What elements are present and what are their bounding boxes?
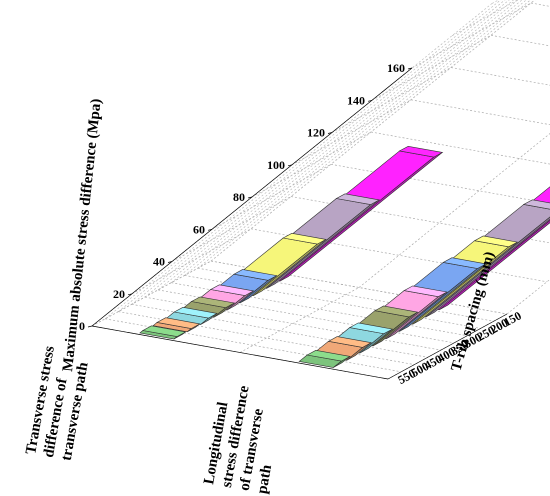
bar-face-top [209, 284, 255, 296]
bar-face-top [142, 325, 187, 337]
grid-line-leftwall-vertical [104, 0, 502, 320]
bar-face-top [522, 199, 550, 210]
z-tick-label: 40 [153, 255, 165, 269]
bar-face-top [306, 349, 351, 362]
grid-line-leftwall-vertical [197, 0, 532, 269]
grid-line-leftwall-vertical [144, 0, 514, 298]
grid-line-leftwall [411, 2, 532, 69]
grid-layer [87, 0, 550, 380]
bar-face-top [374, 305, 419, 318]
grid-line-leftwall-vertical [118, 0, 506, 312]
y-axis-line [387, 313, 508, 380]
bar-face-top [403, 285, 448, 298]
grid-line-leftwall-vertical [184, 0, 527, 276]
z-tick-label: 80 [233, 190, 245, 204]
grid-line-backwall [530, 2, 550, 7]
grid-line-backwall-vertical [210, 0, 536, 262]
z-tick-mark [367, 99, 373, 102]
grid-line-leftwall [371, 34, 492, 101]
grid-line-leftwall-vertical [131, 0, 510, 305]
z-tick-label: 120 [307, 126, 325, 140]
grid-line-leftwall [251, 131, 372, 198]
z-tick-mark [247, 196, 253, 199]
bar-layer [139, 145, 550, 368]
z-tick-mark [287, 164, 293, 167]
bar-face-top [156, 317, 201, 329]
bar-face-top [348, 322, 394, 335]
grid-line-leftwall-vertical [210, 0, 536, 262]
z-tick-label: 100 [267, 158, 285, 172]
x-axis-line [91, 325, 389, 380]
grid-line-leftwall [211, 163, 332, 230]
grid-line-leftwall [291, 99, 412, 166]
grid-line-floor-depth [239, 287, 360, 353]
bar-face-top [442, 257, 488, 269]
z-tick-mark [127, 293, 133, 296]
grid-line-floor-depth [91, 260, 212, 327]
bar-face-top [327, 336, 373, 348]
bar-0-500 [152, 317, 201, 333]
bar-face-top [398, 145, 444, 158]
bar-face-top [173, 306, 218, 319]
z-tick-label: 20 [113, 287, 125, 301]
grid-line-leftwall [451, 0, 519, 37]
bar-0-550 [139, 325, 187, 340]
bar-face-top [282, 232, 327, 245]
bar-face-side [425, 216, 550, 318]
grid-line-backwall [410, 99, 550, 126]
z-tick-label: 60 [193, 222, 205, 236]
z-tick-mark [327, 132, 333, 134]
z-tick-mark [207, 228, 213, 231]
bar-face-top [473, 235, 519, 248]
grid-line-leftwall-vertical [157, 0, 519, 291]
grid-line-backwall [490, 34, 550, 47]
z-tick-label: 140 [347, 93, 365, 107]
grid-line-backwall-vertical [506, 278, 550, 315]
bar-face-side [279, 152, 443, 282]
z-tick-label: 0 [79, 319, 85, 333]
grid-line-leftwall [331, 67, 452, 133]
grid-line-backwall-vertical [358, 133, 550, 288]
bar-face-side [439, 220, 550, 311]
z-tick-mark [167, 261, 173, 263]
z-tick-mark [87, 325, 93, 328]
grid-line-leftwall-vertical [171, 0, 523, 283]
z-tick-mark [407, 67, 413, 70]
x-category-label-transverse: Transverse stress difference of transver… [23, 345, 92, 462]
z-tick-label: 160 [387, 61, 405, 75]
grid-line-leftwall [171, 196, 292, 262]
x-category-label-longitudinal: Longitudinal stress difference of transv… [201, 384, 275, 495]
grid-line-backwall [450, 67, 550, 86]
bar-face-top [233, 269, 278, 281]
x-category-label-line: path [254, 463, 275, 495]
bar-face-top [335, 193, 381, 205]
grid-line-leftwall [131, 228, 252, 295]
bar-1-550 [298, 349, 351, 368]
bar-face-top [190, 296, 236, 309]
